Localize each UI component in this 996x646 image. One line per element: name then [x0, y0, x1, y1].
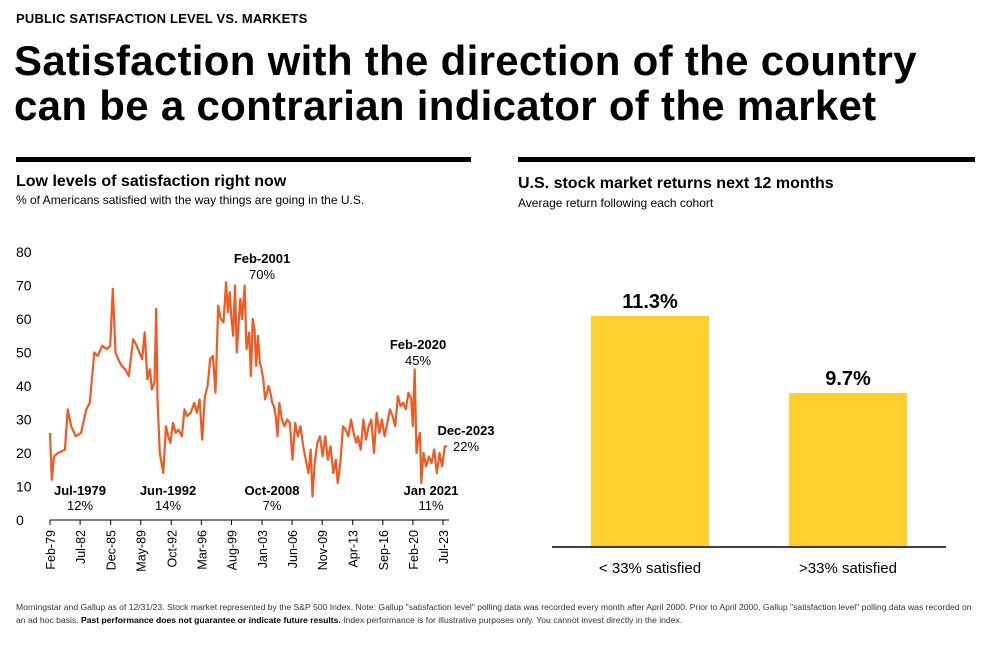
- annotation-label: Feb-2001: [234, 251, 290, 266]
- footnote-text: Morningstar and Gallup as of 12/31/23. S…: [16, 602, 972, 625]
- bar-chart-title: U.S. stock market returns next 12 months: [518, 175, 834, 192]
- annotation-value: 11%: [418, 498, 443, 513]
- footnote: Morningstar and Gallup as of 12/31/23. S…: [16, 601, 981, 626]
- annotation-label: Oct-2008: [245, 483, 300, 498]
- footnote-disclaimer: Past performance does not guarantee or i…: [80, 614, 341, 625]
- annotation-value: 7%: [263, 498, 282, 513]
- x-tick-label: May-89: [135, 530, 149, 572]
- left-panel-rule: [16, 157, 471, 162]
- bar-category-label: >33% satisfied: [799, 560, 897, 577]
- bar: [591, 315, 709, 547]
- bar-value-label: 11.3%: [622, 291, 678, 313]
- satisfaction-series-line: [48, 281, 447, 498]
- annotation-value: 70%: [249, 267, 275, 282]
- annotation-value: 14%: [155, 498, 181, 513]
- annotation-value: 22%: [453, 439, 479, 454]
- x-tick-label: Nov-09: [316, 530, 330, 570]
- x-tick-label: Sep-16: [377, 530, 391, 570]
- x-tick-label: Dec-85: [105, 530, 119, 570]
- eyebrow-label: PUBLIC SATISFACTION LEVEL VS. MARKETS: [16, 11, 308, 26]
- y-tick-label: 0: [16, 512, 24, 528]
- x-tick-label: Jul-82: [74, 530, 88, 564]
- y-tick-label: 70: [16, 278, 32, 294]
- y-tick-label: 30: [16, 412, 32, 428]
- x-tick-label: Aug-99: [225, 530, 239, 570]
- annotation-value: 12%: [67, 498, 93, 513]
- y-tick-label: 50: [16, 345, 32, 361]
- line-chart-subtitle: % of Americans satisfied with the way th…: [16, 193, 365, 207]
- page-headline: Satisfaction with the direction of the c…: [14, 37, 917, 129]
- y-tick-label: 80: [16, 244, 32, 260]
- x-tick-label: Jan-03: [256, 530, 270, 568]
- x-tick-label: Oct-92: [165, 530, 179, 568]
- x-tick-label: Feb-20: [407, 530, 421, 570]
- y-tick-label: 10: [16, 479, 32, 495]
- x-tick-label: Jul-23: [437, 530, 451, 564]
- line-chart-title: Low levels of satisfaction right now: [16, 173, 287, 190]
- x-tick-label: Feb-79: [44, 530, 58, 570]
- annotation-label: Feb-2020: [390, 337, 446, 352]
- annotation-label: Jul-1979: [54, 483, 106, 498]
- y-tick-label: 60: [16, 311, 32, 327]
- bar: [789, 392, 907, 547]
- y-tick-label: 20: [16, 445, 32, 461]
- annotation-value: 45%: [405, 353, 431, 368]
- x-tick-label: Mar-96: [195, 530, 209, 570]
- footnote-text-2: Index performance is for illustrative pu…: [340, 614, 683, 625]
- annotation-label: Jan 2021: [404, 483, 459, 498]
- bar-value-label: 9.7%: [825, 368, 871, 390]
- annotation-label: Dec-2023: [437, 423, 494, 438]
- bar-chart-subtitle: Average return following each cohort: [518, 196, 714, 210]
- y-tick-label: 40: [16, 378, 32, 394]
- bar-category-label: < 33% satisfied: [599, 560, 701, 577]
- x-tick-label: Apr-13: [347, 530, 361, 568]
- x-tick-label: Jun-06: [286, 530, 300, 568]
- right-panel-rule: [518, 157, 975, 162]
- annotation-label: Jun-1992: [140, 483, 196, 498]
